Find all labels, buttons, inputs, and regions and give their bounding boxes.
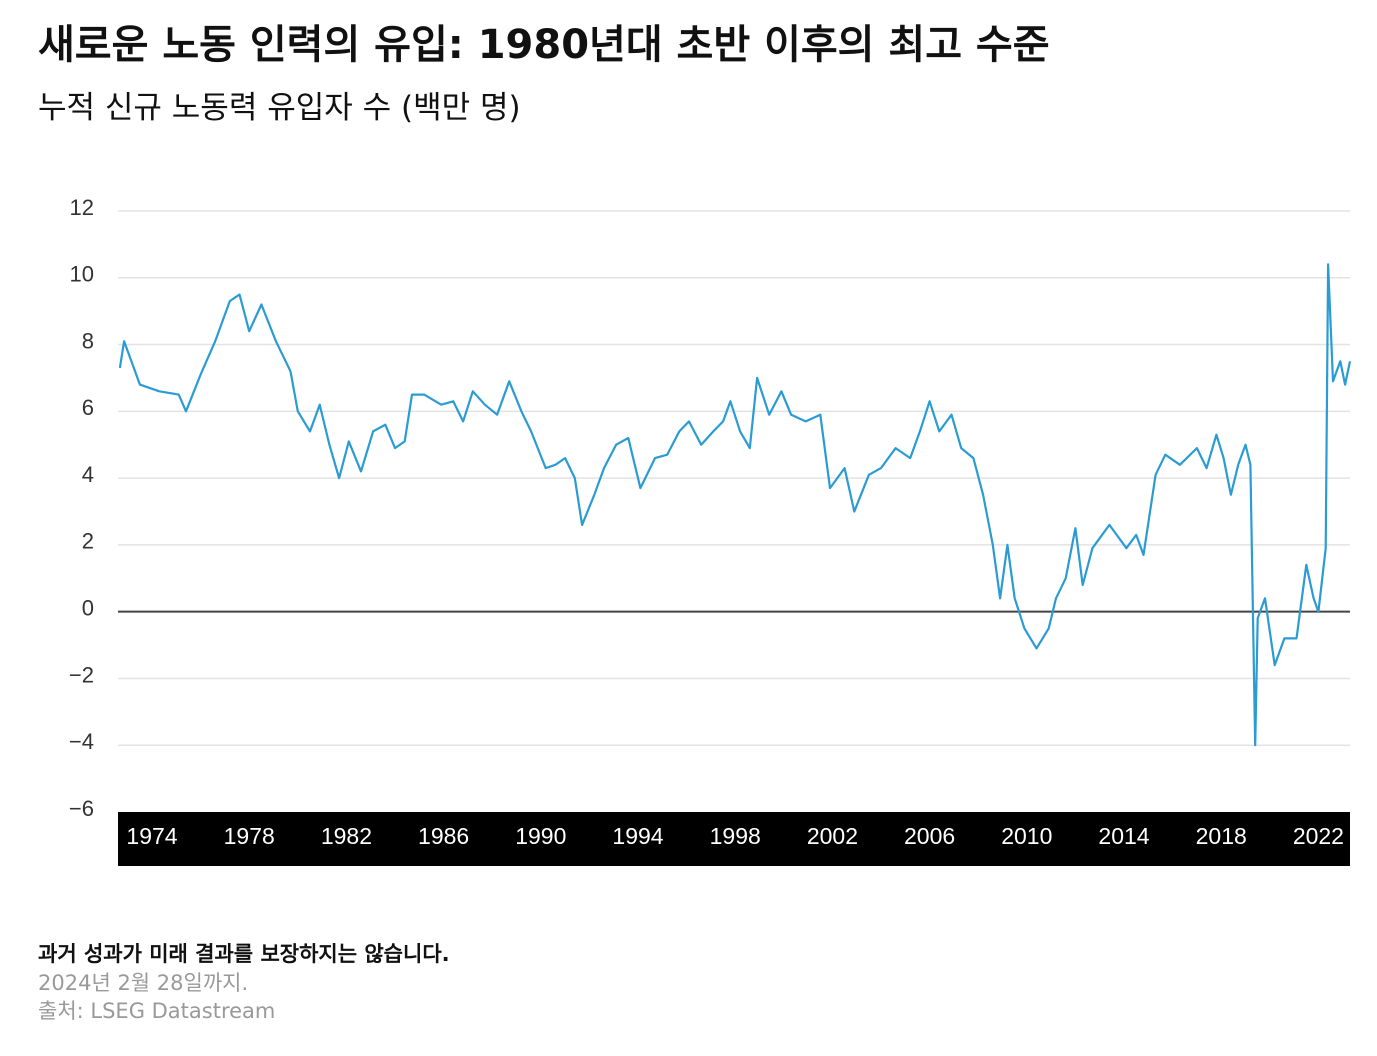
x-tick-label: 2022	[1293, 823, 1344, 849]
x-tick-label: 2010	[1001, 823, 1052, 849]
x-tick-label: 2014	[1098, 823, 1149, 849]
source-note: 출처: LSEG Datastream	[38, 999, 276, 1023]
chart-title: 새로운 노동 인력의 유입: 1980년대 초반 이후의 최고 수준	[38, 22, 1050, 68]
x-tick-label: 1994	[612, 823, 663, 849]
y-tick-label: 8	[82, 328, 94, 353]
y-tick-label: 10	[70, 262, 94, 287]
x-tick-label: 1986	[418, 823, 469, 849]
y-tick-label: 0	[82, 595, 94, 620]
x-tick-label: 1978	[224, 823, 275, 849]
x-tick-label: 2002	[807, 823, 858, 849]
date-note: 2024년 2월 28일까지.	[38, 971, 249, 995]
x-tick-label: 1982	[321, 823, 372, 849]
x-tick-label: 1990	[515, 823, 566, 849]
y-tick-label: 6	[82, 395, 94, 420]
x-tick-label: 1998	[710, 823, 761, 849]
y-tick-label: −4	[69, 729, 94, 754]
x-tick-label: 1974	[126, 823, 177, 849]
y-tick-label: 2	[82, 529, 94, 554]
data-line	[118, 263, 1352, 747]
y-tick-label: −6	[69, 796, 94, 821]
y-tick-label: 4	[82, 462, 94, 487]
disclaimer: 과거 성과가 미래 결과를 보장하지는 않습니다.	[38, 942, 450, 966]
x-axis-band	[118, 812, 1350, 866]
chart-subtitle: 누적 신규 노동력 유입자 수 (백만 명)	[38, 90, 521, 126]
y-tick-label: −2	[69, 662, 94, 687]
x-tick-label: 2018	[1196, 823, 1247, 849]
y-tick-label: 12	[70, 195, 94, 220]
x-tick-label: 2006	[904, 823, 955, 849]
